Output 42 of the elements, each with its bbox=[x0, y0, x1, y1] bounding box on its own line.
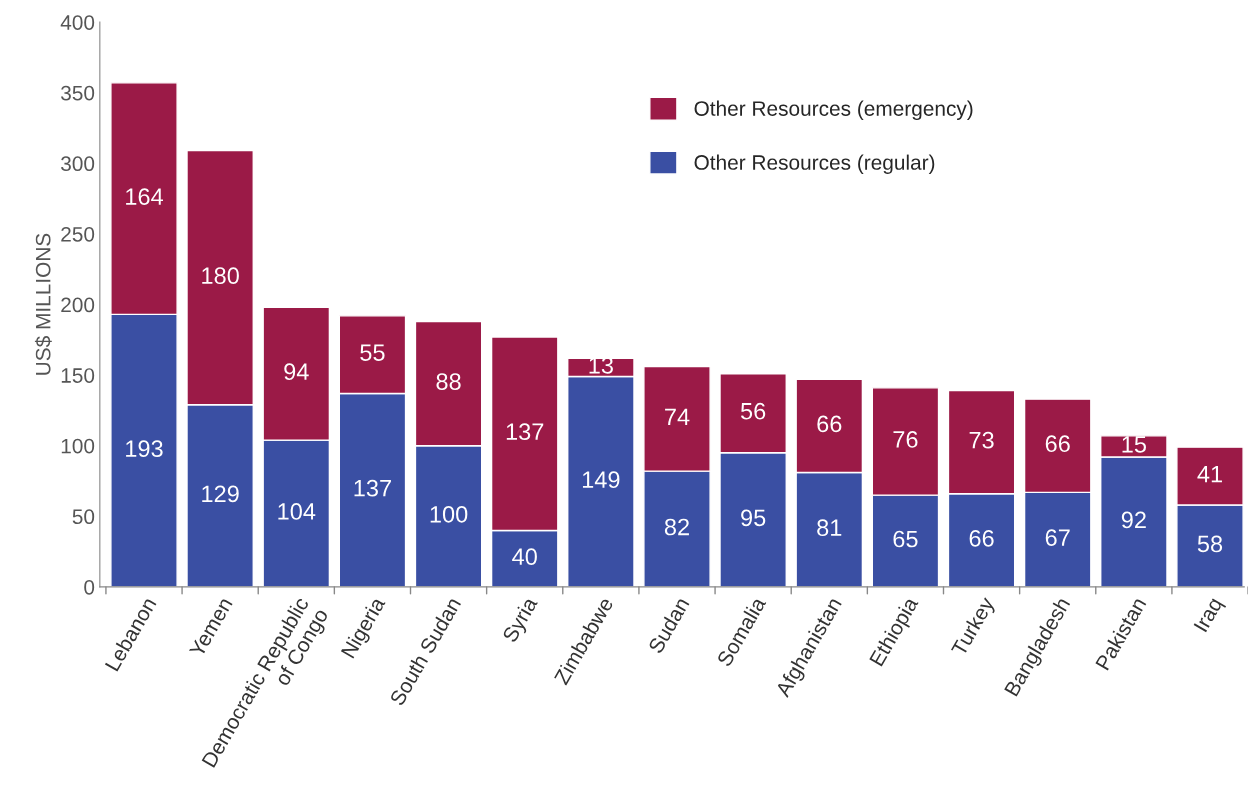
y-tick-label: 400 bbox=[60, 15, 95, 30]
data-label: 193 bbox=[126, 440, 163, 458]
data-label: 15 bbox=[1122, 436, 1146, 453]
data-label: 100 bbox=[430, 505, 468, 523]
y-tick-label: 50 bbox=[72, 509, 95, 525]
y-axis-title: US$ MILLIONS bbox=[34, 233, 52, 375]
data-label: 66 bbox=[1045, 435, 1070, 453]
y-tick-label: 250 bbox=[61, 226, 95, 242]
y-tick-label: 150 bbox=[61, 368, 95, 383]
y-tick-label: 100 bbox=[61, 438, 95, 454]
data-label: 56 bbox=[740, 402, 766, 420]
data-label: 180 bbox=[202, 267, 239, 285]
data-label: 41 bbox=[1197, 465, 1222, 483]
data-label: 149 bbox=[582, 471, 620, 489]
data-label: 82 bbox=[664, 518, 689, 536]
data-label: 76 bbox=[893, 431, 918, 448]
data-label: 92 bbox=[1121, 511, 1146, 529]
data-label: 164 bbox=[126, 188, 164, 205]
legend-label: Other Resources (emergency) bbox=[694, 100, 973, 121]
data-label: 67 bbox=[1045, 529, 1070, 546]
data-label: 66 bbox=[817, 415, 842, 433]
data-label: 58 bbox=[1197, 535, 1223, 553]
data-label: 40 bbox=[512, 548, 537, 566]
y-tick-label: 300 bbox=[61, 156, 95, 172]
y-tick-label: 200 bbox=[61, 297, 95, 313]
data-label: 88 bbox=[436, 373, 461, 390]
data-label: 104 bbox=[278, 503, 316, 520]
data-label: 55 bbox=[360, 344, 385, 361]
legend-label: Other Resources (regular) bbox=[694, 154, 935, 174]
data-label: 81 bbox=[817, 519, 842, 537]
data-label: 95 bbox=[741, 509, 766, 527]
y-tick-label: 350 bbox=[61, 85, 95, 101]
data-label: 65 bbox=[893, 530, 918, 548]
data-label: 129 bbox=[202, 485, 239, 503]
data-label: 66 bbox=[969, 529, 994, 547]
x-tick-label: Iraq bbox=[1193, 596, 1227, 635]
y-tick-label: 0 bbox=[84, 579, 95, 595]
data-label: 137 bbox=[354, 479, 391, 497]
data-label: 94 bbox=[284, 363, 309, 381]
data-label: 137 bbox=[506, 423, 544, 441]
data-label: 73 bbox=[969, 431, 994, 449]
data-label: 74 bbox=[665, 408, 690, 426]
